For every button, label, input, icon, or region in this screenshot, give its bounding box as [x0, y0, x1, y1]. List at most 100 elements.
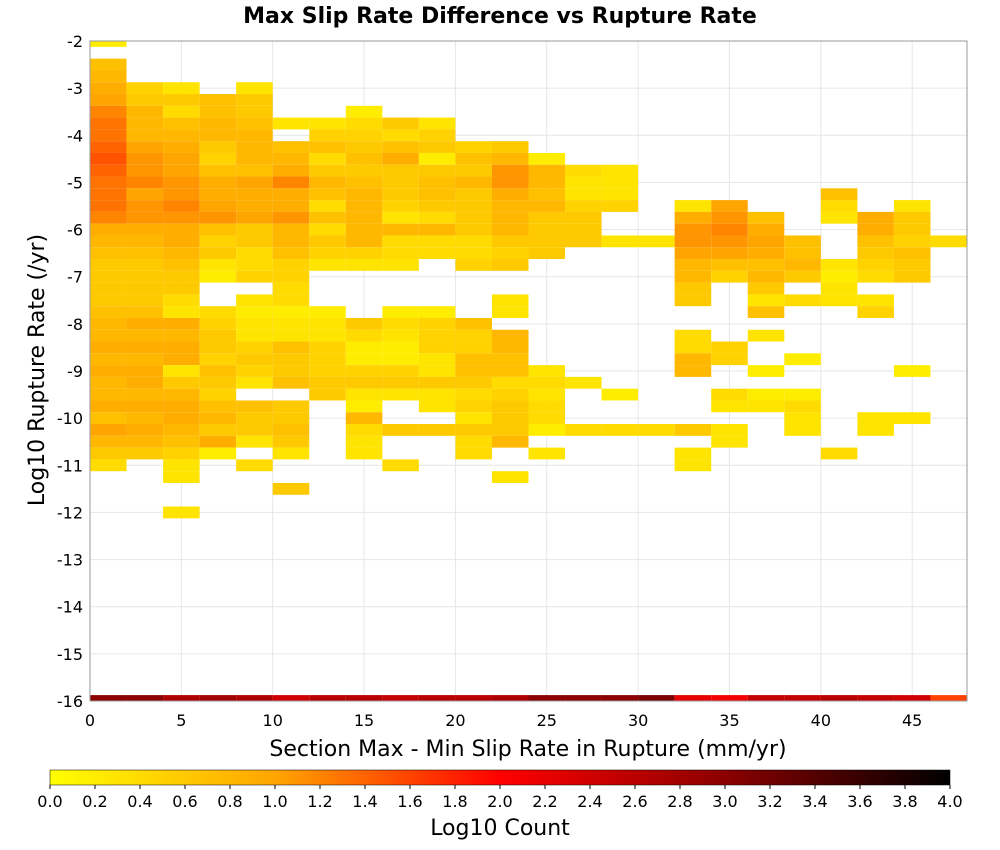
heatmap-cell [418, 152, 456, 165]
heatmap-cell [711, 223, 748, 236]
heatmap-cell [90, 41, 127, 47]
heatmap-cell [382, 388, 419, 401]
heatmap-cell [272, 412, 310, 425]
y-tick-label: -6 [67, 221, 83, 240]
heatmap-cell [309, 329, 346, 342]
heatmap-cell [418, 247, 456, 260]
plot-frame [89, 40, 968, 702]
heatmap-cell [199, 388, 237, 401]
heatmap-cell [674, 259, 712, 271]
heatmap-cell [236, 365, 273, 377]
heatmap-cell [565, 164, 602, 177]
heatmap-cell [126, 200, 164, 212]
heatmap-cell [857, 270, 894, 283]
heatmap-cell [820, 695, 858, 701]
heatmap-cell [711, 200, 748, 212]
heatmap-cell [711, 435, 748, 448]
heatmap-cell [163, 306, 200, 318]
heatmap-cell [565, 424, 602, 436]
heatmap-cell [345, 200, 383, 212]
heatmap-cell [528, 176, 566, 189]
heatmap-cell [163, 471, 200, 483]
y-tick-label: -16 [57, 692, 83, 711]
heatmap-cell [309, 141, 346, 153]
heatmap-cell [163, 105, 200, 118]
colorbar-tick-label: 3.0 [712, 792, 737, 811]
heatmap-cell [199, 129, 237, 142]
heatmap-cell [236, 294, 273, 307]
heatmap-cell [126, 294, 164, 307]
heatmap-cell [272, 117, 310, 130]
heatmap-cell [674, 447, 712, 460]
heatmap-cell [199, 105, 237, 118]
heatmap-cell [491, 164, 529, 177]
heatmap-cell [674, 459, 712, 472]
heatmap-cell [784, 270, 821, 283]
heatmap-cell [345, 129, 383, 142]
heatmap-cell [345, 412, 383, 425]
heatmap-cell [272, 482, 310, 495]
heatmap-cell [90, 70, 127, 83]
heatmap-cell [199, 376, 237, 389]
heatmap-cell [491, 329, 529, 342]
heatmap-cell [309, 117, 346, 130]
heatmap-cell [345, 317, 383, 330]
heatmap-cell [820, 294, 858, 307]
heatmap-cell [418, 211, 456, 224]
heatmap-cell [893, 235, 931, 248]
heatmap-cell [711, 341, 748, 354]
heatmap-cell [491, 176, 529, 189]
heatmap-cell [345, 223, 383, 236]
x-tick-label: 20 [445, 711, 465, 730]
heatmap-cell [126, 270, 164, 283]
heatmap-cell [601, 188, 639, 201]
x-axis-title: Section Max - Min Slip Rate in Rupture (… [269, 737, 786, 762]
heatmap-cell [236, 259, 273, 271]
y-tick-label: -7 [67, 268, 83, 287]
heatmap-cell [272, 294, 310, 307]
heatmap-cell [236, 400, 273, 413]
heatmap-cell [528, 424, 566, 436]
heatmap-cell [784, 695, 821, 701]
heatmap-cell [90, 424, 127, 436]
heatmap-cell [747, 247, 785, 260]
heatmap-cell [528, 152, 566, 165]
heatmap-cell [893, 223, 931, 236]
heatmap-cell [455, 141, 492, 153]
heatmap-cell [674, 695, 712, 701]
heatmap-cell [747, 400, 785, 413]
x-tick-label: 10 [263, 711, 283, 730]
y-tick-label: -9 [67, 362, 83, 381]
heatmap-cell [674, 270, 712, 283]
heatmap-cell [418, 306, 456, 318]
heatmap-cell [382, 223, 419, 236]
heatmap-cell [309, 223, 346, 236]
heatmap-cell [236, 435, 273, 448]
heatmap-cell [345, 353, 383, 366]
y-tick-label: -13 [57, 551, 83, 570]
colorbar-tick-label: 3.8 [892, 792, 917, 811]
heatmap-cell [199, 365, 237, 377]
heatmap-cell [126, 141, 164, 153]
heatmap-cell [674, 247, 712, 260]
heatmap-cell [382, 341, 419, 354]
heatmap-cell [601, 695, 639, 701]
y-tick-label: -14 [57, 598, 83, 617]
heatmap-cell [345, 447, 383, 460]
heatmap-cell [90, 117, 127, 130]
heatmap-cell [236, 105, 273, 118]
heatmap-cell [345, 365, 383, 377]
heatmap-cell [491, 223, 529, 236]
heatmap-cell [382, 235, 419, 248]
heatmap-cell [528, 388, 566, 401]
heatmap-cell [90, 129, 127, 142]
heatmap-cell [199, 270, 237, 283]
heatmap-cell [90, 282, 127, 295]
heatmap-cell [309, 306, 346, 318]
heatmap-cell [272, 235, 310, 248]
heatmap-cell [455, 329, 492, 342]
colorbar-tick-label: 0.0 [37, 792, 62, 811]
heatmap-cell [126, 259, 164, 271]
heatmap-cell [491, 424, 529, 436]
y-tick-label: -11 [57, 456, 83, 475]
